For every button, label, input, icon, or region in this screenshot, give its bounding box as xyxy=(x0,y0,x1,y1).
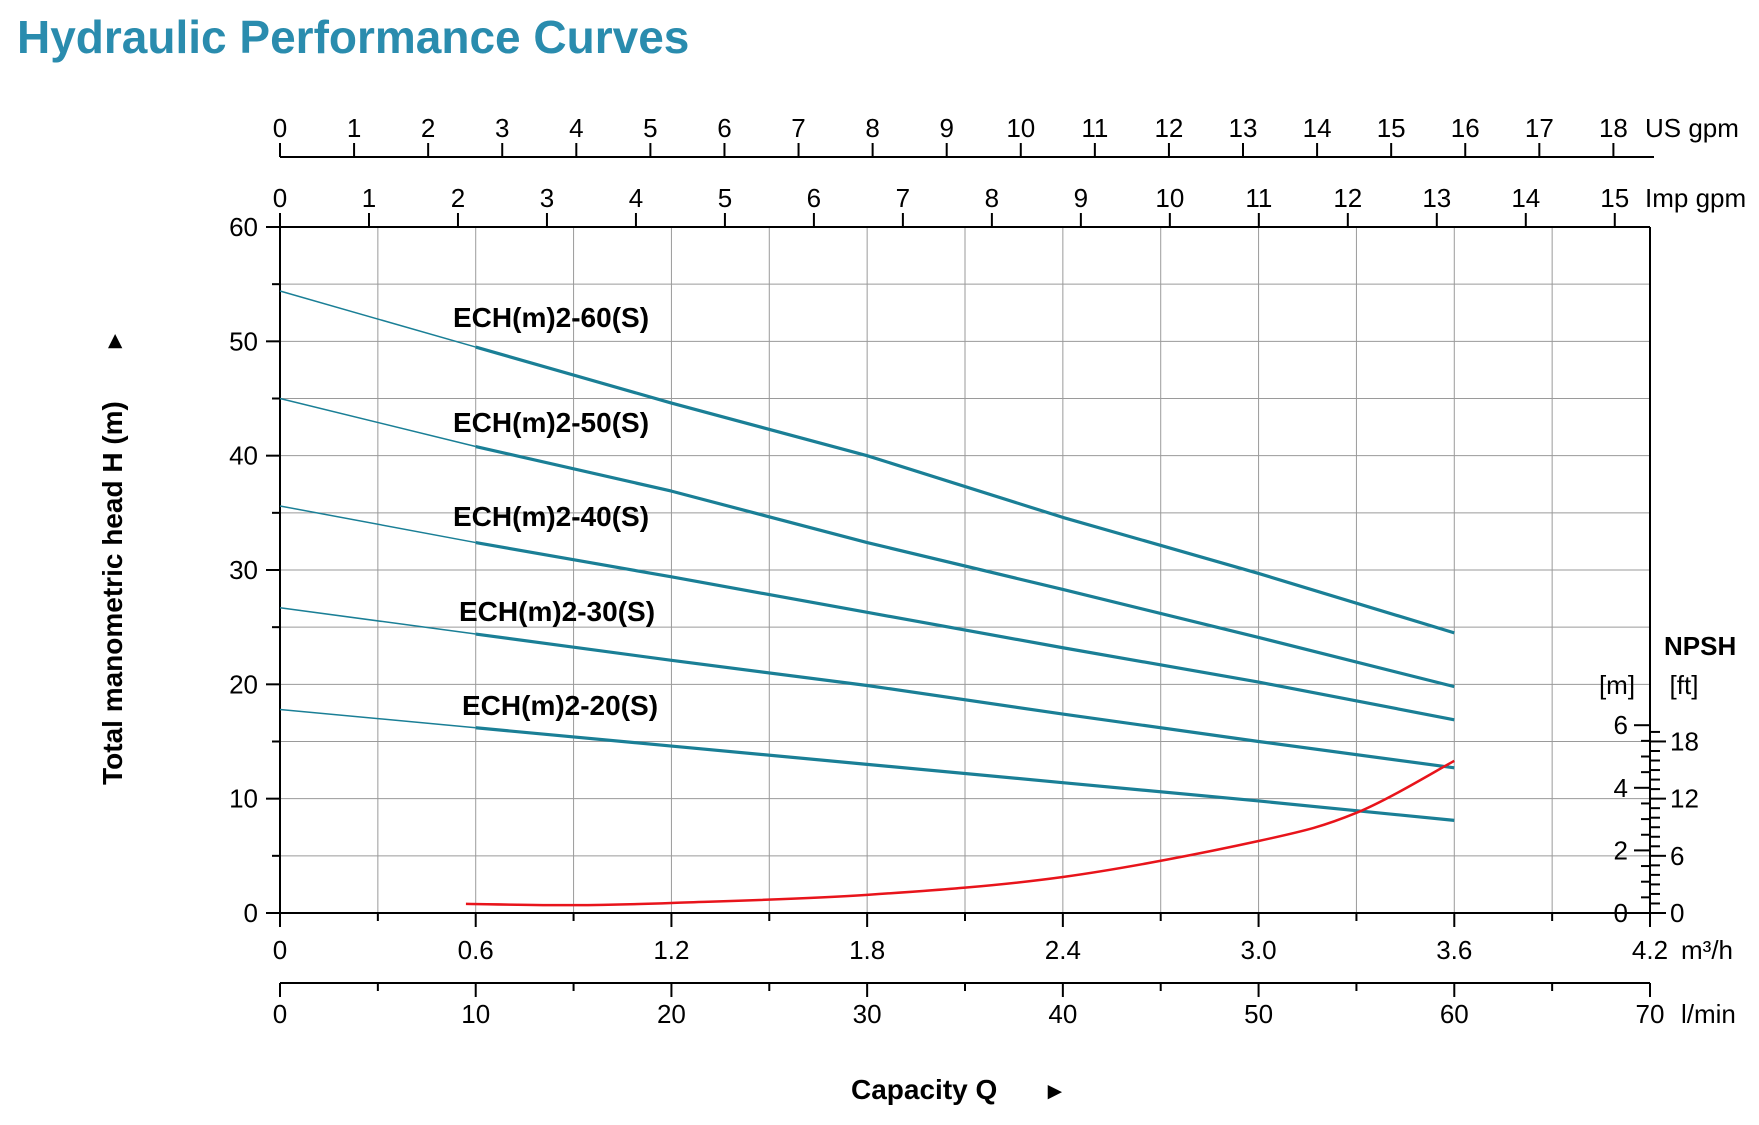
l-min-unit-label: l/min xyxy=(1681,999,1736,1029)
imp-gpm-tick-label: 10 xyxy=(1155,183,1184,213)
x-tick-label: 0.6 xyxy=(458,935,494,965)
us-gpm-tick-label: 17 xyxy=(1525,113,1554,143)
npsh-m-unit: [m] xyxy=(1599,670,1635,700)
npsh-m-tick-label: 0 xyxy=(1614,898,1628,928)
npsh-ft-unit: [ft] xyxy=(1670,670,1699,700)
series-label: ECH(m)2-50(S) xyxy=(453,407,649,438)
us-gpm-tick-label: 9 xyxy=(939,113,953,143)
imp-gpm-tick-label: 0 xyxy=(273,183,287,213)
imp-gpm-tick-label: 8 xyxy=(985,183,999,213)
l-min-tick-label: 30 xyxy=(853,999,882,1029)
y-tick-label: 0 xyxy=(244,898,258,928)
x-tick-label: 1.2 xyxy=(653,935,689,965)
imp-gpm-tick-label: 9 xyxy=(1074,183,1088,213)
us-gpm-tick-label: 0 xyxy=(273,113,287,143)
head-curve xyxy=(475,632,1455,770)
us-gpm-tick-label: 13 xyxy=(1229,113,1258,143)
imp-gpm-tick-label: 15 xyxy=(1600,183,1629,213)
imp-gpm-tick-label: 14 xyxy=(1511,183,1540,213)
us-gpm-unit-label: US gpm xyxy=(1645,113,1739,143)
y-tick-label: 30 xyxy=(229,555,258,585)
x-tick-label: 3.0 xyxy=(1240,935,1276,965)
x-axis-title: Capacity Q xyxy=(851,1074,997,1105)
y-tick-label: 60 xyxy=(229,212,258,242)
npsh-curve xyxy=(465,759,1455,907)
us-gpm-tick-label: 15 xyxy=(1377,113,1406,143)
y-axis-title: Total manometric head H (m) xyxy=(97,401,128,785)
y-tick-label: 20 xyxy=(229,669,258,699)
l-min-tick-label: 0 xyxy=(273,999,287,1029)
us-gpm-tick-label: 18 xyxy=(1599,113,1628,143)
imp-gpm-tick-label: 3 xyxy=(540,183,554,213)
x-unit-label: m³/h xyxy=(1681,935,1733,965)
us-gpm-tick-label: 16 xyxy=(1451,113,1480,143)
l-min-tick-label: 20 xyxy=(657,999,686,1029)
imp-gpm-unit-label: Imp gpm xyxy=(1645,183,1746,213)
page-title: Hydraulic Performance Curves xyxy=(17,11,690,63)
imp-gpm-tick-label: 2 xyxy=(451,183,465,213)
us-gpm-tick-label: 5 xyxy=(643,113,657,143)
x-tick-label: 0 xyxy=(273,935,287,965)
us-gpm-tick-label: 3 xyxy=(495,113,509,143)
us-gpm-tick-label: 6 xyxy=(717,113,731,143)
x-tick-label: 4.2 xyxy=(1632,935,1668,965)
head-curve-thin-segment xyxy=(279,505,476,544)
imp-gpm-tick-label: 6 xyxy=(807,183,821,213)
us-gpm-tick-label: 1 xyxy=(347,113,361,143)
npsh-m-tick-label: 6 xyxy=(1614,710,1628,740)
npsh-ft-tick-label: 6 xyxy=(1670,841,1684,871)
imp-gpm-tick-label: 1 xyxy=(362,183,376,213)
y-tick-label: 10 xyxy=(229,784,258,814)
imp-gpm-tick-label: 5 xyxy=(718,183,732,213)
imp-gpm-tick-label: 7 xyxy=(896,183,910,213)
y-tick-label: 40 xyxy=(229,441,258,471)
y-axis-title-group: Total manometric head H (m) ► xyxy=(97,329,128,785)
y-tick-label: 50 xyxy=(229,326,258,356)
npsh-m-tick-label: 4 xyxy=(1614,773,1628,803)
npsh-ft-tick-label: 18 xyxy=(1670,726,1699,756)
head-curve xyxy=(475,540,1455,722)
l-min-tick-label: 10 xyxy=(461,999,490,1029)
imp-gpm-tick-label: 12 xyxy=(1333,183,1362,213)
us-gpm-tick-label: 11 xyxy=(1081,113,1108,143)
head-curve-thin-segment xyxy=(279,397,476,448)
us-gpm-tick-label: 4 xyxy=(569,113,583,143)
head-curve xyxy=(475,345,1455,635)
npsh-m-tick-label: 2 xyxy=(1614,835,1628,865)
l-min-tick-label: 50 xyxy=(1244,999,1273,1029)
y-axis-arrow-icon: ► xyxy=(101,329,128,353)
l-min-tick-label: 40 xyxy=(1048,999,1077,1029)
npsh-axis-title: NPSH xyxy=(1664,631,1736,661)
x-tick-label: 2.4 xyxy=(1045,935,1081,965)
us-gpm-tick-label: 7 xyxy=(791,113,805,143)
head-curve-thin-segment xyxy=(279,606,476,635)
npsh-ft-tick-label: 0 xyxy=(1670,898,1684,928)
us-gpm-tick-label: 2 xyxy=(421,113,435,143)
series-label: ECH(m)2-20(S) xyxy=(462,690,658,721)
npsh-ft-tick-label: 12 xyxy=(1670,784,1699,814)
x-axis-arrow-icon: ► xyxy=(1043,1078,1067,1105)
x-tick-label: 3.6 xyxy=(1436,935,1472,965)
us-gpm-tick-label: 12 xyxy=(1154,113,1183,143)
l-min-tick-label: 60 xyxy=(1440,999,1469,1029)
us-gpm-tick-label: 14 xyxy=(1303,113,1332,143)
head-curve-thin-segment xyxy=(279,290,476,348)
head-curve xyxy=(475,444,1455,689)
l-min-tick-label: 70 xyxy=(1636,999,1665,1029)
us-gpm-tick-label: 10 xyxy=(1006,113,1035,143)
us-gpm-tick-label: 8 xyxy=(865,113,879,143)
imp-gpm-tick-label: 13 xyxy=(1422,183,1451,213)
imp-gpm-tick-label: 4 xyxy=(629,183,643,213)
head-curve xyxy=(475,726,1455,822)
x-tick-label: 1.8 xyxy=(849,935,885,965)
series-label: ECH(m)2-40(S) xyxy=(453,501,649,532)
series-label: ECH(m)2-30(S) xyxy=(459,596,655,627)
imp-gpm-tick-label: 11 xyxy=(1245,183,1272,213)
series-label: ECH(m)2-60(S) xyxy=(453,302,649,333)
head-curve-thin-segment xyxy=(279,708,476,729)
